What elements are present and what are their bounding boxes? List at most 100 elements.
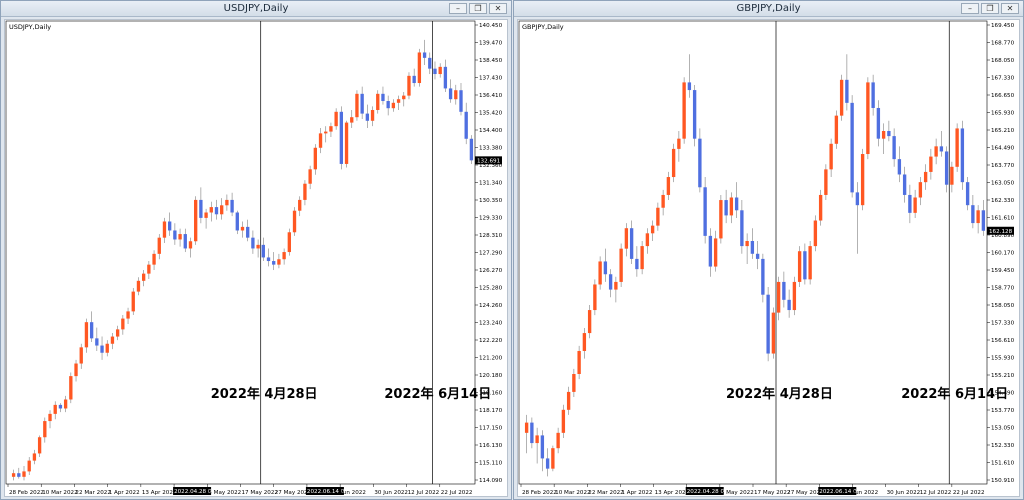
candle-body — [635, 258, 639, 270]
candle-body — [524, 422, 529, 433]
candle-body — [750, 240, 755, 254]
x-tick-label: 13 Apr 2022 — [655, 490, 690, 496]
candle-body — [976, 210, 980, 224]
y-tick-label: 133.380 — [479, 146, 503, 152]
close-button[interactable]: ✕ — [1001, 3, 1019, 14]
candle-body — [173, 230, 177, 240]
candle-body — [417, 52, 422, 84]
restore-button[interactable]: ❐ — [981, 3, 999, 14]
candle-body — [608, 274, 613, 290]
y-tick-label: 129.330 — [479, 216, 503, 222]
restore-button[interactable]: ❐ — [469, 3, 487, 14]
y-tick-label: 159.450 — [991, 268, 1015, 274]
candle-body — [220, 205, 224, 215]
y-tick-label: 158.770 — [991, 286, 1015, 292]
y-tick-label: 154.490 — [991, 391, 1015, 397]
y-tick-label: 140.450 — [479, 23, 503, 29]
x-tick-label: 28 Feb 2022 — [522, 490, 557, 496]
gbpjpy-candlestick-chart[interactable]: GBPJPY,Daily 169.450 168.770 168.050 167.330… — [518, 20, 1021, 498]
candle-body — [261, 244, 265, 258]
close-button[interactable]: ✕ — [489, 3, 507, 14]
x-date-badge — [305, 487, 344, 495]
candle-body — [58, 404, 63, 409]
plot-area — [5, 20, 476, 485]
candle-body — [614, 281, 618, 290]
candle-body — [386, 101, 390, 109]
gbpjpy-chart-window[interactable]: GBPJPY,Daily – ❐ ✕ GBPJPY,Daily 169.450 16… — [513, 0, 1024, 500]
candle-body — [866, 82, 870, 155]
x-tick-label: 22 Mar 2022 — [588, 490, 623, 496]
minimize-button[interactable]: – — [449, 3, 467, 14]
candle-body — [396, 99, 401, 103]
usdjpy-chart-window[interactable]: USDJPY,Daily – ❐ ✕ USDJPY,Daily 140.450 13… — [0, 0, 512, 500]
window-titlebar[interactable]: GBPJPY,Daily – ❐ ✕ — [514, 1, 1023, 17]
candle-body — [897, 159, 902, 175]
candle-body — [110, 336, 115, 344]
candle-body — [391, 102, 396, 109]
candle-body — [95, 338, 99, 346]
candle-body — [656, 207, 660, 226]
candle-body — [813, 220, 818, 247]
current-price-label: 162.128 — [989, 229, 1013, 235]
y-tick-label: 132.360 — [479, 163, 503, 169]
window-titlebar[interactable]: USDJPY,Daily – ❐ ✕ — [1, 1, 511, 17]
candle-body — [370, 110, 375, 121]
y-tick-label: 166.650 — [991, 93, 1015, 99]
candle-body — [698, 138, 702, 188]
candle-body — [782, 281, 786, 300]
candle-body — [734, 197, 739, 211]
candle-body — [918, 182, 923, 198]
candle-body — [771, 312, 776, 354]
candle-body — [540, 435, 545, 459]
y-tick-label: 116.130 — [479, 443, 503, 449]
chart-area[interactable]: GBPJPY,Daily 169.450 168.770 168.050 167.330… — [517, 19, 1020, 497]
candle-body — [141, 273, 146, 281]
candle-body — [587, 310, 592, 334]
candle-body — [69, 376, 73, 400]
x-tick-label: 27 May 2022 — [787, 490, 823, 496]
candle-body — [168, 221, 172, 231]
x-tick-label: 27 May 2022 — [275, 490, 311, 496]
candle-body — [266, 257, 271, 262]
y-tick-label: 152.330 — [991, 443, 1015, 449]
y-tick-label: 125.280 — [479, 286, 503, 292]
candle-body — [27, 460, 31, 472]
date-annotation: 2022年 6月14日 — [384, 386, 491, 402]
candle-body — [892, 136, 896, 160]
candle-body — [11, 473, 16, 477]
y-tick-label: 163.050 — [991, 181, 1015, 187]
y-tick-label: 136.410 — [479, 93, 503, 99]
candle-body — [645, 233, 650, 247]
y-tick-label: 120.180 — [479, 373, 503, 379]
y-tick-label: 169.450 — [991, 23, 1015, 29]
y-tick-label: 168.770 — [991, 41, 1015, 47]
x-tick-label: 2022.06.14 00:00 — [819, 489, 869, 495]
symbol-label: USDJPY,Daily — [9, 23, 51, 31]
candle-body — [152, 253, 156, 265]
candle-body — [929, 156, 933, 172]
candle-body — [839, 79, 844, 116]
candle-body — [640, 246, 644, 270]
candle-body — [908, 194, 912, 213]
candle-body — [934, 146, 938, 157]
candle-body — [350, 117, 354, 123]
usdjpy-candlestick-chart[interactable]: USDJPY,Daily 140.450 139.470 138.450 137.430… — [5, 20, 509, 498]
x-tick-label: 17 May 2022 — [242, 490, 278, 496]
candle-body — [981, 210, 986, 231]
chart-area[interactable]: USDJPY,Daily 140.450 139.470 138.450 137.430… — [4, 19, 508, 497]
candle-body — [339, 111, 344, 164]
x-date-badge — [685, 487, 724, 495]
candle-body — [755, 253, 760, 259]
minimize-button[interactable]: – — [961, 3, 979, 14]
candle-body — [666, 177, 671, 195]
candle-body — [433, 68, 437, 75]
candle-body — [136, 280, 141, 292]
y-tick-label: 131.340 — [479, 181, 503, 187]
candle-body — [824, 169, 828, 195]
candle-body — [277, 259, 281, 265]
candle-body — [719, 200, 723, 239]
candle-body — [971, 205, 975, 224]
candle-body — [365, 113, 370, 121]
candle-body — [121, 318, 125, 330]
y-tick-label: 119.160 — [479, 391, 503, 397]
